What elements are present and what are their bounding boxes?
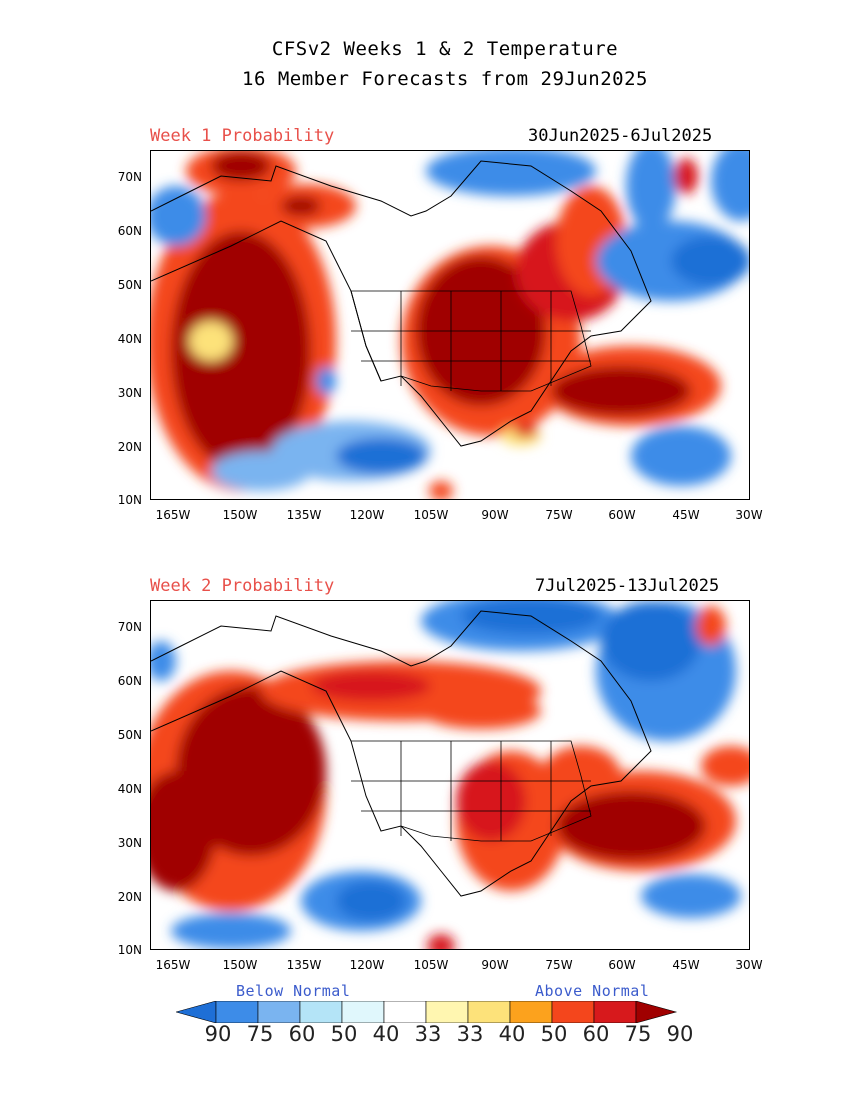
- lat-tick-label: 40N: [117, 332, 142, 346]
- lat-tick-label: 60N: [117, 224, 142, 238]
- lat-tick-label: 50N: [117, 728, 142, 742]
- lat-tick-label: 10N: [117, 493, 142, 507]
- lon-tick-label: 120W: [349, 958, 385, 972]
- lon-tick-label: 60W: [608, 508, 636, 522]
- week2-dates: 7Jul2025-13Jul2025: [535, 576, 720, 596]
- lon-tick-label: 150W: [222, 958, 258, 972]
- legend-value: 40: [498, 1022, 526, 1046]
- lon-tick-label: 120W: [349, 508, 385, 522]
- legend-value: 60: [288, 1022, 316, 1046]
- lon-tick-label: 135W: [286, 958, 322, 972]
- colorbar-arrow-low: [176, 1001, 217, 1023]
- lat-tick-label: 50N: [117, 278, 142, 292]
- lat-tick-label: 30N: [117, 836, 142, 850]
- colorbar: [176, 1001, 678, 1023]
- lon-tick-label: 30W: [735, 508, 763, 522]
- colorbar-cell: [215, 1001, 259, 1023]
- lon-tick-label: 45W: [672, 958, 700, 972]
- legend-value: 40: [372, 1022, 400, 1046]
- legend-value: 60: [582, 1022, 610, 1046]
- colorbar-cell: [341, 1001, 385, 1023]
- lon-tick-label: 165W: [155, 508, 191, 522]
- lat-tick-label: 20N: [117, 890, 142, 904]
- legend-value: 75: [246, 1022, 274, 1046]
- lat-tick-label: 70N: [117, 620, 142, 634]
- colorbar-arrow-high: [635, 1001, 678, 1023]
- lon-tick-label: 135W: [286, 508, 322, 522]
- colorbar-cell: [551, 1001, 595, 1023]
- lat-tick-label: 30N: [117, 386, 142, 400]
- colorbar-cell: [509, 1001, 553, 1023]
- lon-tick-label: 150W: [222, 508, 258, 522]
- legend-above-normal: Above Normal: [535, 982, 650, 1000]
- lat-tick-label: 10N: [117, 943, 142, 957]
- lon-tick-label: 30W: [735, 958, 763, 972]
- lat-tick-label: 60N: [117, 674, 142, 688]
- legend-value: 50: [330, 1022, 358, 1046]
- chart-title-line1: CFSv2 Weeks 1 & 2 Temperature: [271, 38, 619, 60]
- chart-title-line2: 16 Member Forecasts from 29Jun2025: [242, 68, 648, 90]
- lon-tick-label: 75W: [545, 958, 573, 972]
- lat-tick-label: 20N: [117, 440, 142, 454]
- week1-label: Week 1 Probability: [150, 126, 335, 146]
- legend-value: 90: [666, 1022, 694, 1046]
- week2-map: [150, 600, 750, 950]
- week1-map: [150, 150, 750, 500]
- lon-tick-label: 105W: [413, 958, 449, 972]
- legend-value: 90: [204, 1022, 232, 1046]
- lon-tick-label: 90W: [481, 958, 509, 972]
- lon-tick-label: 90W: [481, 508, 509, 522]
- week1-dates: 30Jun2025-6Jul2025: [528, 126, 713, 146]
- colorbar-cell: [383, 1001, 427, 1023]
- lon-tick-label: 75W: [545, 508, 573, 522]
- legend-value: 75: [624, 1022, 652, 1046]
- colorbar-cell: [593, 1001, 637, 1023]
- lon-tick-label: 105W: [413, 508, 449, 522]
- week2-label: Week 2 Probability: [150, 576, 335, 596]
- legend-value: 33: [414, 1022, 442, 1046]
- lon-tick-label: 45W: [672, 508, 700, 522]
- colorbar-cell: [299, 1001, 343, 1023]
- lon-tick-label: 60W: [608, 958, 636, 972]
- colorbar-cell: [467, 1001, 511, 1023]
- week2-map-canvas: [151, 601, 749, 949]
- colorbar-cell: [257, 1001, 301, 1023]
- lon-tick-label: 165W: [155, 958, 191, 972]
- legend-below-normal: Below Normal: [236, 982, 351, 1000]
- lat-tick-label: 70N: [117, 170, 142, 184]
- lat-tick-label: 40N: [117, 782, 142, 796]
- colorbar-cell: [425, 1001, 469, 1023]
- legend-value: 33: [456, 1022, 484, 1046]
- week1-map-canvas: [151, 151, 749, 499]
- legend-value: 50: [540, 1022, 568, 1046]
